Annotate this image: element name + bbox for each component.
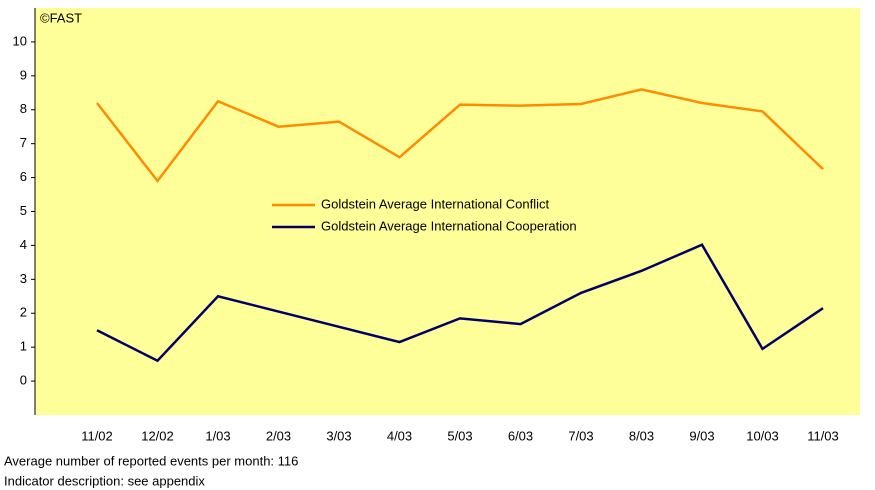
footnote: Average number of reported events per mo… (4, 453, 298, 468)
x-tick-label: 6/03 (508, 428, 533, 443)
legend-label: Goldstein Average International Conflict (321, 196, 550, 211)
y-tick-label: 9 (20, 67, 27, 82)
x-tick-label: 7/03 (568, 428, 593, 443)
x-tick-label: 10/03 (746, 428, 779, 443)
x-tick-label: 3/03 (326, 428, 351, 443)
y-tick-label: 6 (20, 169, 27, 184)
plot-area (35, 8, 860, 415)
y-tick-label: 10 (13, 33, 27, 48)
y-tick-label: 8 (20, 101, 27, 116)
x-tick-label: 2/03 (266, 428, 291, 443)
annotation: ©FAST (40, 10, 82, 25)
x-tick-label: 11/03 (807, 428, 839, 443)
y-tick-label: 3 (20, 271, 27, 286)
x-tick-label: 9/03 (689, 428, 714, 443)
x-tick-label: 11/02 (81, 428, 113, 443)
series-line (96, 88, 824, 184)
series-line (96, 243, 824, 363)
footnote: Indicator description: see appendix (4, 473, 205, 488)
x-tick-label: 8/03 (629, 428, 654, 443)
y-tick-label: 1 (20, 339, 27, 354)
x-tick-label: 5/03 (447, 428, 472, 443)
x-tick-label: 4/03 (387, 428, 412, 443)
y-tick-label: 4 (20, 237, 27, 252)
y-tick-label: 0 (20, 373, 27, 388)
y-tick-label: 5 (20, 203, 27, 218)
y-tick-label: 7 (20, 135, 27, 150)
y-tick-label: 2 (20, 305, 27, 320)
legend-label: Goldstein Average International Cooperat… (321, 218, 577, 233)
x-tick-label: 1/03 (205, 428, 230, 443)
x-tick-label: 12/02 (141, 428, 174, 443)
